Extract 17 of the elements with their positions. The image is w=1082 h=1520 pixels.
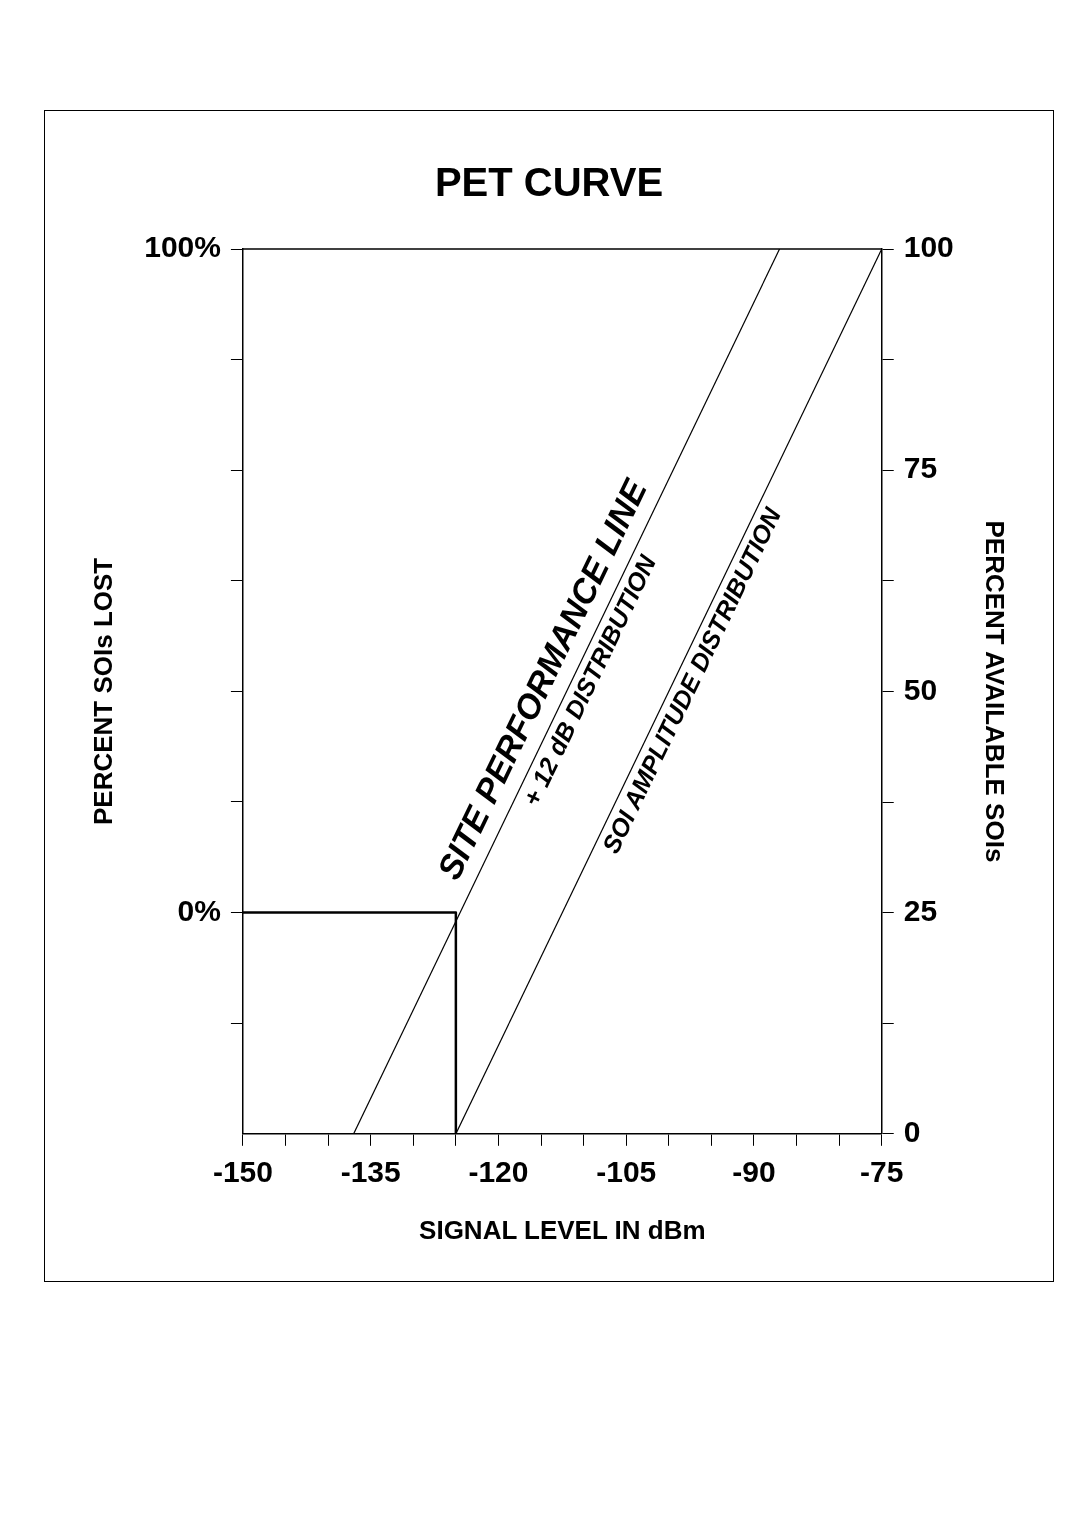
chart-title: PET CURVE (434, 160, 664, 205)
y-tick-label: 100% (144, 230, 221, 264)
x-axis-title: SIGNAL LEVEL IN dBm (419, 1214, 706, 1245)
y2-axis-title: PERCENT AVAILABLE SOIs (980, 520, 1011, 863)
y-tick-label: 0% (177, 894, 221, 928)
x-tick-label: -75 (860, 1155, 904, 1189)
y2-tick-label: 25 (903, 893, 938, 927)
y2-tick-label: 50 (903, 672, 938, 706)
x-tick-label: -135 (340, 1155, 401, 1189)
y2-tick-label: 75 (903, 451, 938, 485)
x-tick-label: -90 (732, 1155, 776, 1189)
x-tick-label: -105 (596, 1155, 657, 1189)
y2-tick-label: 0 (903, 1115, 921, 1149)
x-tick-label: -120 (468, 1155, 529, 1189)
y-axis-title: PERCENT SOIs LOST (87, 557, 118, 826)
x-tick-label: -150 (212, 1155, 273, 1189)
y2-tick-label: 100 (903, 230, 954, 264)
